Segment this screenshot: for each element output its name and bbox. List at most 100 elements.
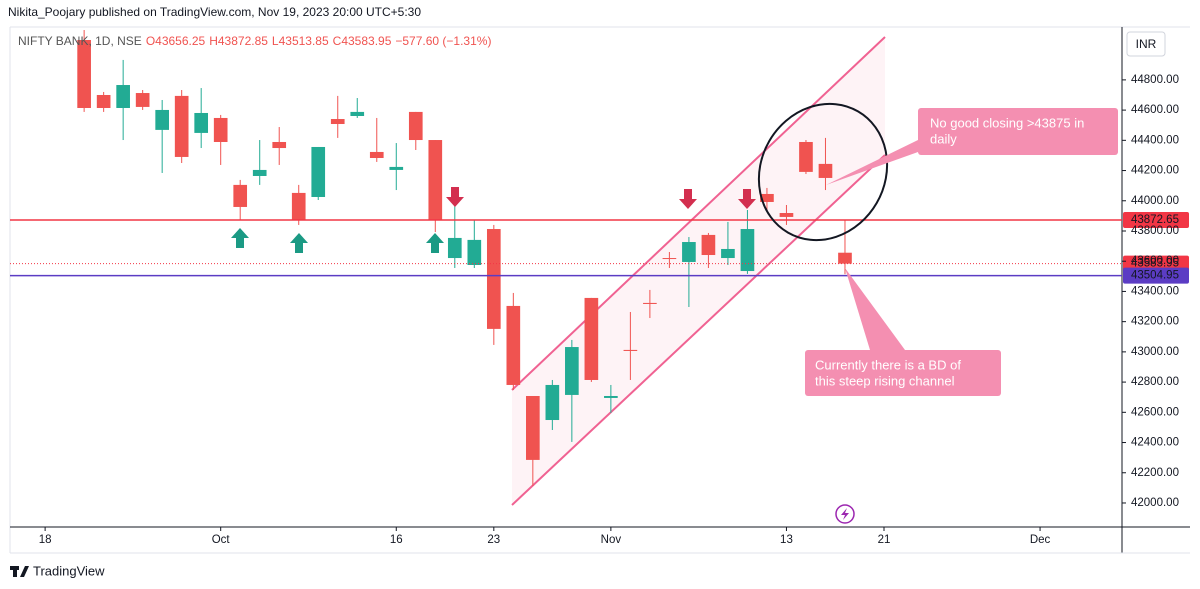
price-label: 43872.65 <box>1131 214 1179 226</box>
ohlc: L43513.85 <box>272 34 329 48</box>
candle-body <box>330 119 345 125</box>
y-tick-label: 42800.00 <box>1131 376 1179 388</box>
channel-upper <box>511 36 886 391</box>
candle-body <box>350 111 365 116</box>
candle-body <box>662 258 677 260</box>
x-tick-label: Dec <box>1030 534 1051 546</box>
candle-body <box>408 111 423 141</box>
candle-body <box>486 229 501 329</box>
candle-body <box>643 302 657 304</box>
y-tick-label: 44200.00 <box>1131 165 1179 177</box>
publisher: Nikita_Poojary published on TradingView.… <box>8 5 421 19</box>
ohlc: H43872.85 <box>209 34 268 48</box>
y-tick-label: 43800.00 <box>1131 225 1179 237</box>
candle-body <box>584 297 599 380</box>
annotation: Currently there is a BD of <box>815 357 961 372</box>
y-tick-label: 44800.00 <box>1131 74 1179 86</box>
up-arrow <box>426 233 444 253</box>
annotation: No good closing >43875 in <box>930 115 1084 130</box>
y-tick-label: 44600.00 <box>1131 104 1179 116</box>
price-label-box <box>1123 267 1189 284</box>
price-label: 43504.95 <box>1131 270 1179 282</box>
candle-body <box>506 305 521 385</box>
callout-box <box>918 108 1118 155</box>
channel-fill <box>512 37 885 505</box>
candle-body <box>389 166 404 170</box>
down-arrow <box>446 187 464 207</box>
x-tick-label: 16 <box>390 534 403 546</box>
callout-pointer <box>845 268 905 350</box>
legend-header: NIFTY BANK, 1D, NSE O43656.25 H43872.85 L43… <box>18 34 491 48</box>
price-label-box <box>1123 212 1189 229</box>
price-label: 43583.95 <box>1131 258 1179 270</box>
logo-mark <box>13 566 17 577</box>
down-arrow <box>738 189 756 209</box>
x-tick-label: 18 <box>39 534 52 546</box>
candle-body <box>155 109 169 130</box>
x-tick-label: 13 <box>780 534 793 546</box>
arrows <box>231 187 756 253</box>
y-tick-label: 43400.00 <box>1131 285 1179 297</box>
candle-body <box>272 141 287 149</box>
candle-body <box>682 242 696 262</box>
y-tick-label: 42000.00 <box>1131 497 1179 509</box>
candle-body <box>818 163 833 178</box>
candle-body <box>779 213 794 217</box>
up-arrow <box>231 228 249 248</box>
candle-body <box>311 146 326 197</box>
candle-body <box>760 193 774 202</box>
candle-body <box>252 169 267 176</box>
candle-body <box>369 151 384 159</box>
y-tick-label: 43600.00 <box>1131 255 1179 267</box>
callout-box <box>805 350 1001 396</box>
annotation: this steep rising channel <box>815 373 955 388</box>
y-tick-label: 43200.00 <box>1131 316 1179 328</box>
candle-body <box>799 141 813 172</box>
candle-body <box>721 248 735 259</box>
candle-body <box>467 239 482 265</box>
currency-button[interactable] <box>1126 31 1166 57</box>
y-tick-label: 44400.00 <box>1131 134 1179 146</box>
candle-body <box>233 184 248 207</box>
event-bolt <box>841 508 849 520</box>
x-tick-label: 23 <box>487 534 500 546</box>
candle-body <box>291 192 306 220</box>
y-tick-label: 42200.00 <box>1131 467 1179 479</box>
up-arrow <box>290 233 308 253</box>
candle-body <box>740 229 755 272</box>
candle-body <box>545 384 560 421</box>
candle-body <box>96 94 111 108</box>
channel-lower <box>511 154 886 506</box>
candle-body <box>565 347 579 395</box>
highlight-ellipse <box>757 102 889 242</box>
y-tick-label: 42400.00 <box>1131 437 1179 449</box>
change: −577.60 (−1.31%) <box>395 34 491 48</box>
logo: TradingView <box>10 563 105 578</box>
candles <box>77 30 852 486</box>
candle-body <box>526 395 540 460</box>
ohlc: O43656.25 <box>146 34 206 48</box>
candle-body <box>701 234 716 256</box>
ohlc: C43583.95 <box>333 34 392 48</box>
channel <box>511 36 886 506</box>
logo-mark <box>20 566 29 577</box>
candle-body <box>428 140 443 220</box>
callout-pointer <box>826 140 918 185</box>
y-tick-label: 44000.00 <box>1131 195 1179 207</box>
candle-body <box>604 395 618 398</box>
footer-brand: TradingView <box>33 563 105 578</box>
candle-body <box>838 252 852 264</box>
candle-body <box>116 85 130 108</box>
x-tick-label: Nov <box>601 534 622 546</box>
x-tick-label: 21 <box>878 534 891 546</box>
candle-body <box>135 93 150 107</box>
candle-body <box>623 349 638 351</box>
y-tick-label: 42600.00 <box>1131 406 1179 418</box>
currency[interactable]: INR <box>1136 37 1157 51</box>
candle-body <box>447 237 462 259</box>
down-arrow <box>679 189 697 209</box>
annotation: daily <box>930 131 957 146</box>
